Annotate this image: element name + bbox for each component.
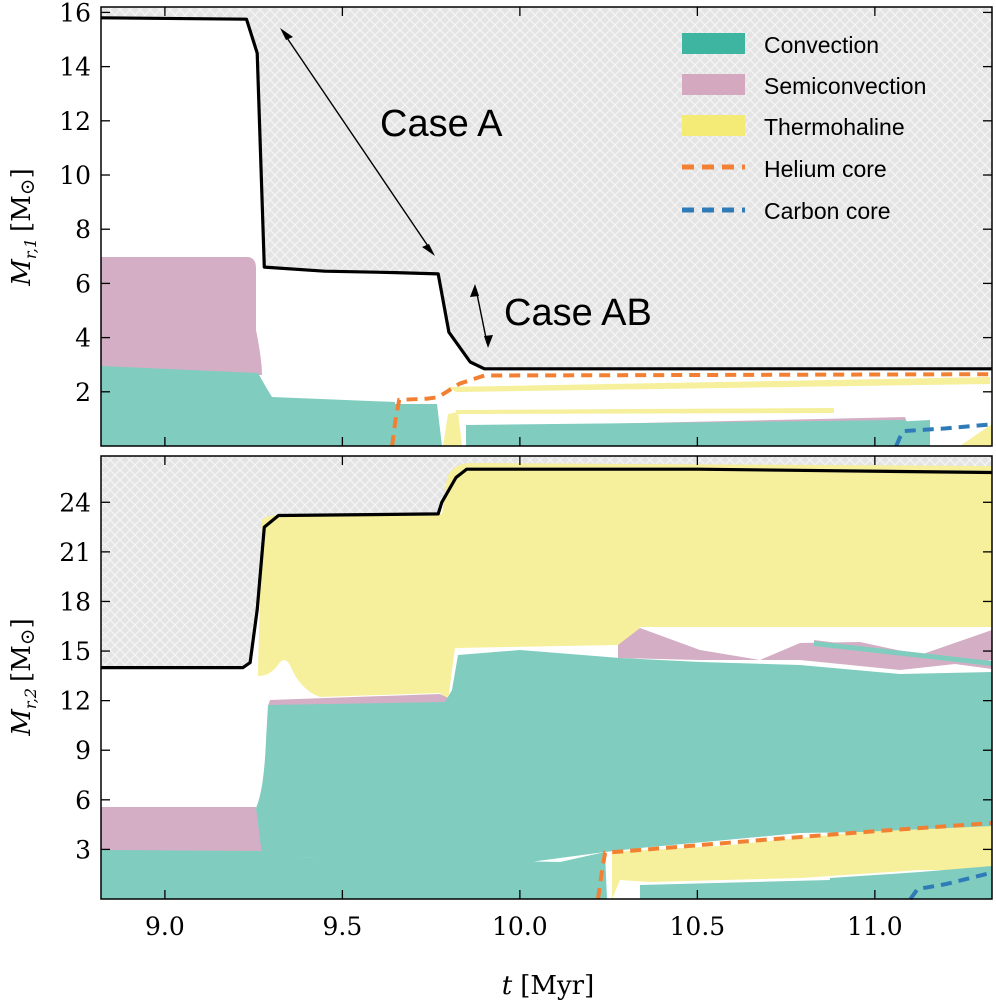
top-y-axis-label: Mr,1[M⊙] (7, 168, 40, 286)
top-star-interior (101, 17, 992, 446)
bottom-helium-core-line (596, 821, 993, 900)
top-helium-core-line (390, 372, 993, 447)
bottom-axes-frame (100, 455, 993, 900)
bottom-semiconvection-top (618, 628, 992, 670)
top-thermohaline-strip (456, 408, 834, 414)
y-tick-label: 16 (59, 0, 91, 27)
case-a-arrowhead-bottom (422, 244, 435, 256)
top-convection-late (466, 420, 905, 446)
x-tick-label: 9.5 (323, 912, 363, 941)
y-tick-label: 15 (59, 637, 91, 666)
legend-thermohaline-label: Thermohaline (764, 114, 905, 140)
y-tick-label: 18 (59, 587, 91, 616)
bottom-convection-lines (264, 821, 631, 848)
legend: Convection Semiconvection Thermohaline H… (682, 32, 926, 224)
top-x-ticks (164, 7, 876, 446)
top-axes-frame (100, 6, 993, 447)
legend-convection-label: Convection (764, 32, 879, 58)
top-convection-core (101, 366, 395, 446)
case-ab-arrowhead-top (470, 284, 479, 297)
bottom-thermohaline-late (612, 826, 992, 899)
top-y-ticks: 2 4 6 8 10 12 14 16 (59, 0, 992, 407)
bottom-x-ticks: 9.0 9.5 10.0 10.5 11.0 (145, 456, 903, 941)
legend-semiconvection-label: Semiconvection (764, 73, 926, 99)
bottom-convection-main (256, 650, 992, 862)
y-tick-label: 24 (59, 488, 91, 517)
bottom-convection-core (101, 850, 607, 899)
case-ab-arrowhead-bottom (484, 335, 493, 348)
y-tick-label: 6 (75, 786, 91, 815)
y-tick-label: 8 (75, 215, 91, 244)
case-a-label: Case A (380, 103, 503, 145)
bottom-thermohaline-region (258, 463, 992, 700)
top-thermohaline-wedge (443, 412, 462, 446)
legend-carbon-core-label: Carbon core (764, 198, 891, 224)
bottom-panel: 3 6 9 12 15 18 21 24 9.0 9.5 10.0 10.5 11.0 Mr,2[M⊙… (7, 455, 993, 1001)
x-tick-label: 9.0 (145, 912, 185, 941)
case-ab-arrow (475, 288, 488, 344)
top-total-mass-line (100, 16, 992, 371)
y-tick-label: 4 (75, 324, 91, 353)
y-tick-label: 2 (75, 378, 91, 407)
y-tick-label: 3 (75, 835, 91, 864)
sun-symbol: ⊙ (15, 628, 39, 645)
bottom-convection-late-2 (830, 866, 992, 899)
top-convection-end (892, 420, 930, 446)
case-a-arrowhead-top (280, 28, 293, 40)
bottom-total-mass-line (101, 467, 993, 670)
top-panel: Case A Case AB Convection Semiconvection… (7, 0, 993, 447)
legend-semiconvection-swatch (682, 74, 745, 95)
bottom-convection-band (814, 641, 992, 666)
y-tick-label: 12 (59, 687, 91, 716)
case-a-arrow (282, 31, 433, 253)
y-tick-label: 6 (75, 269, 91, 298)
top-convection-core-2 (395, 404, 442, 446)
top-carbon-core-line (894, 422, 993, 447)
x-tick-label: 10.5 (670, 912, 726, 941)
x-tick-label: 10.0 (492, 912, 548, 941)
bottom-y-ticks: 3 6 9 12 15 18 21 24 (59, 488, 992, 864)
legend-thermohaline-swatch (682, 115, 745, 136)
top-thermohaline-corner (960, 424, 992, 446)
bottom-carbon-core-line (908, 870, 993, 901)
legend-helium-core-label: Helium core (764, 156, 887, 182)
top-semiconvection-region (101, 257, 262, 375)
sun-symbol: ⊙ (15, 178, 39, 195)
legend-convection-swatch (682, 33, 745, 54)
y-tick-label: 14 (59, 53, 91, 82)
x-axis-label: t [Myr] (502, 971, 594, 1001)
top-thermohaline-band (448, 377, 990, 392)
x-tick-label: 11.0 (847, 912, 903, 941)
case-ab-label: Case AB (504, 292, 652, 334)
y-tick-label: 21 (59, 538, 91, 567)
bottom-y-axis-label: Mr,2[M⊙] (7, 618, 40, 736)
bottom-semiconvection-low (101, 807, 262, 853)
y-tick-label: 9 (75, 736, 91, 765)
bottom-convection-late (640, 880, 830, 899)
y-tick-label: 12 (59, 107, 91, 136)
y-tick-label: 10 (59, 161, 91, 190)
